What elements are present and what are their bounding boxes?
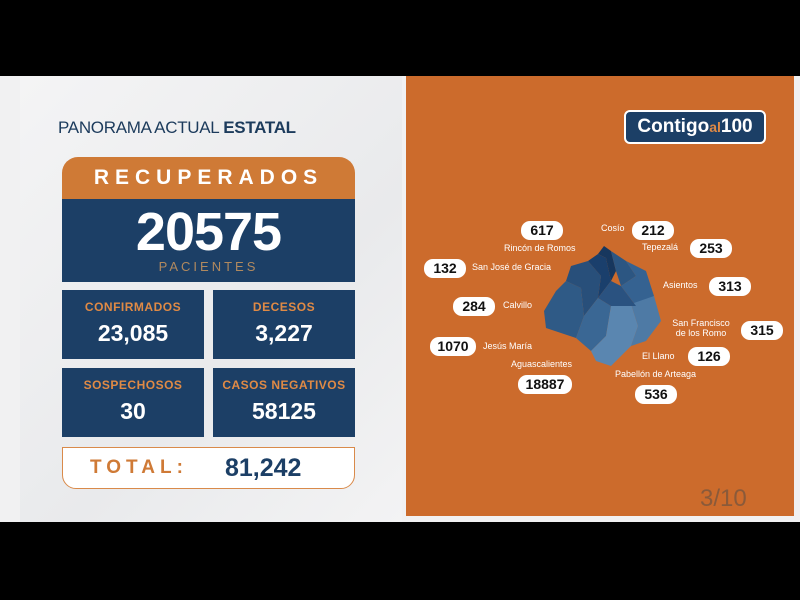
map-municipio-asientos [621, 261, 654, 306]
stat-value: 23,085 [97, 320, 169, 346]
municipio-label: Pabellón de Arteaga [615, 369, 697, 379]
recuperados-value: 20575 [135, 202, 282, 262]
stat-label: CASOS NEGATIVOS [222, 378, 346, 392]
confirmados-card: CONFIRMADOS 23,085 [62, 290, 204, 359]
municipio-value: 126 [688, 347, 730, 366]
slide: PANORAMA ACTUAL ESTATAL RECUPERADOS 2057… [0, 76, 800, 522]
map-panel: Contigoal100 617 Rincón de Romos 212 Cos… [406, 76, 794, 516]
page-indicator: 3/10 [700, 485, 747, 512]
municipio-label: Cosío [601, 223, 625, 233]
map-municipio-aguascalientes [591, 304, 638, 366]
municipio-value: 284 [453, 297, 495, 316]
municipio-value: 132 [424, 259, 466, 278]
recuperados-card: 20575 PACIENTES [62, 199, 355, 282]
municipio-label: San José de Gracia [472, 262, 552, 272]
municipio-label: San Francisco de los Romo [672, 318, 730, 338]
state-map [544, 246, 661, 366]
total-value: 81,242 [225, 454, 302, 482]
total-card: TOTAL: 81,242 [62, 447, 355, 489]
municipio-value: 315 [741, 321, 783, 340]
contigo-al-100-logo: Contigoal100 [624, 110, 766, 144]
sospechosos-card: SOSPECHOSOS 30 [62, 368, 204, 437]
title-bold: ESTATAL [223, 118, 296, 137]
total-label: TOTAL: [90, 457, 188, 478]
map-municipio-calvillo [544, 281, 584, 338]
map-municipio-jesus-maria [576, 298, 611, 351]
municipio-label: Aguascalientes [511, 359, 573, 369]
municipio-label: Tepezalá [642, 242, 679, 252]
map-municipio-rincon [588, 254, 611, 298]
municipio-value: 1070 [430, 337, 476, 356]
title-regular: PANORAMA ACTUAL [58, 118, 219, 137]
map-municipio-san-jose [566, 261, 601, 316]
negativos-card: CASOS NEGATIVOS 58125 [213, 368, 355, 437]
stat-value: 3,227 [255, 320, 313, 346]
recuperados-unit: PACIENTES [158, 259, 259, 274]
municipio-value: 617 [521, 221, 563, 240]
municipio-value: 18887 [518, 375, 572, 394]
decesos-card: DECESOS 3,227 [213, 290, 355, 359]
stat-label: SOSPECHOSOS [83, 378, 183, 392]
municipio-label: El Llano [642, 351, 675, 361]
municipio-value: 253 [690, 239, 732, 258]
map-municipio-tepezala [611, 251, 636, 286]
map-municipio-pabellon [598, 281, 636, 306]
municipio-label: Rincón de Romos [504, 243, 576, 253]
municipio-label: Asientos [663, 280, 698, 290]
page-title: PANORAMA ACTUAL ESTATAL [58, 118, 296, 138]
map-municipio-el-llano [631, 296, 661, 346]
municipio-label: Calvillo [503, 300, 533, 310]
map-municipio-cosio [598, 246, 616, 281]
stat-label: CONFIRMADOS [84, 300, 182, 314]
stat-value: 30 [120, 398, 146, 424]
municipio-label: Jesús María [483, 341, 533, 351]
stat-value: 58125 [252, 398, 316, 424]
recuperados-label: RECUPERADOS [62, 157, 355, 199]
municipio-value: 313 [709, 277, 751, 296]
stat-label: DECESOS [252, 300, 316, 314]
municipio-value: 212 [632, 221, 674, 240]
municipio-value: 536 [635, 385, 677, 404]
